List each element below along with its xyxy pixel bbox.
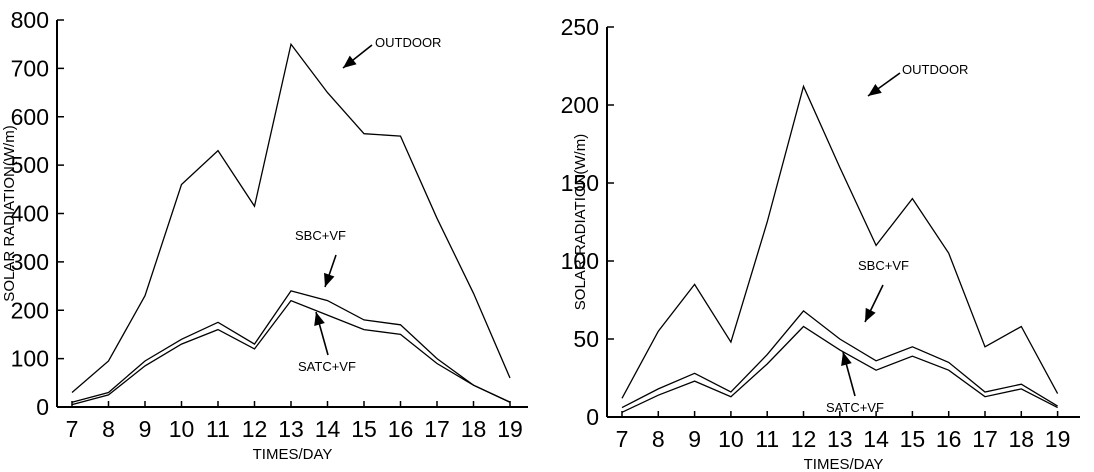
x-tick-label: 9 bbox=[139, 416, 152, 442]
arrow-head bbox=[865, 307, 876, 322]
y-tick-label: 800 bbox=[11, 7, 49, 33]
x-tick-label: 10 bbox=[718, 426, 744, 452]
y-tick-label: 300 bbox=[11, 249, 49, 275]
arrow-head bbox=[868, 83, 882, 96]
y-tick-label: 0 bbox=[36, 394, 49, 420]
x-tick-label: 16 bbox=[936, 426, 962, 452]
x-tick-label: 13 bbox=[827, 426, 853, 452]
annotation-label: SBC+VF bbox=[858, 258, 909, 273]
series-line-satc-vf bbox=[71, 299, 511, 406]
x-tick-label: 19 bbox=[1045, 426, 1071, 452]
x-tick-label: 18 bbox=[461, 416, 487, 442]
y-tick-label: 200 bbox=[11, 297, 49, 323]
x-axis-label: TIMES/DAY bbox=[804, 456, 884, 472]
y-tick-label: 50 bbox=[573, 326, 599, 352]
x-tick-label: 11 bbox=[206, 416, 230, 442]
y-axis-label: SOLAR RADIATION(W/m) bbox=[1, 125, 18, 301]
x-tick-label: 18 bbox=[1009, 426, 1035, 452]
y-tick-label: 700 bbox=[11, 55, 49, 81]
x-tick-label: 17 bbox=[972, 426, 998, 452]
annotation-label: OUTDOOR bbox=[375, 35, 441, 50]
x-tick-label: 8 bbox=[102, 416, 115, 442]
x-tick-label: 13 bbox=[278, 416, 304, 442]
arrow-head bbox=[343, 55, 357, 68]
series-line-satc-vf bbox=[621, 325, 1058, 413]
y-axis-label: SOLAR RADIATION(W/m) bbox=[572, 134, 589, 310]
y-tick-label: 0 bbox=[586, 404, 599, 430]
arrow-head bbox=[324, 272, 335, 287]
x-tick-label: 11 bbox=[755, 426, 779, 452]
annotation-label: OUTDOOR bbox=[902, 62, 968, 77]
x-tick-label: 7 bbox=[66, 416, 79, 442]
x-tick-label: 8 bbox=[652, 426, 665, 452]
x-tick-label: 15 bbox=[900, 426, 926, 452]
x-tick-label: 19 bbox=[497, 416, 523, 442]
x-tick-label: 12 bbox=[791, 426, 817, 452]
x-tick-label: 9 bbox=[688, 426, 701, 452]
left-chart-panel: 0 100 200 300 400 500 600 700 800 7 8 9 10 11 12 13 14 15… bbox=[1, 7, 528, 463]
x-tick-label: 10 bbox=[169, 416, 195, 442]
y-tick-label: 200 bbox=[561, 92, 599, 118]
x-tick-label: 7 bbox=[616, 426, 629, 452]
series-line-outdoor bbox=[71, 42, 511, 393]
arrow-head bbox=[841, 352, 852, 366]
x-tick-label: 16 bbox=[388, 416, 414, 442]
y-tick-label: 150 bbox=[561, 170, 599, 196]
y-tick-label: 400 bbox=[11, 201, 49, 227]
right-chart-panel: 0 50 100 150 200 250 7 8 9 10 11 12 13 14 15 16 17 18 19 TI… bbox=[561, 14, 1080, 472]
x-tick-label: 14 bbox=[315, 416, 341, 442]
x-tick-label: 12 bbox=[242, 416, 268, 442]
x-tick-label: 14 bbox=[863, 426, 889, 452]
y-tick-label: 250 bbox=[561, 14, 599, 40]
arrow-head bbox=[314, 312, 325, 326]
x-axis-label: TIMES/DAY bbox=[253, 446, 333, 463]
x-tick-label: 15 bbox=[351, 416, 377, 442]
series-line-sbc-vf bbox=[621, 310, 1058, 409]
y-tick-label: 500 bbox=[11, 152, 49, 178]
x-tick-label: 17 bbox=[424, 416, 450, 442]
y-tick-label: 600 bbox=[11, 104, 49, 130]
series-line-outdoor bbox=[621, 84, 1059, 399]
y-tick-label: 100 bbox=[11, 346, 49, 372]
y-tick-label: 100 bbox=[561, 248, 599, 274]
annotation-label: SBC+VF bbox=[295, 228, 346, 243]
annotation-label: SATC+VF bbox=[826, 400, 884, 415]
annotation-label: SATC+VF bbox=[298, 359, 356, 374]
